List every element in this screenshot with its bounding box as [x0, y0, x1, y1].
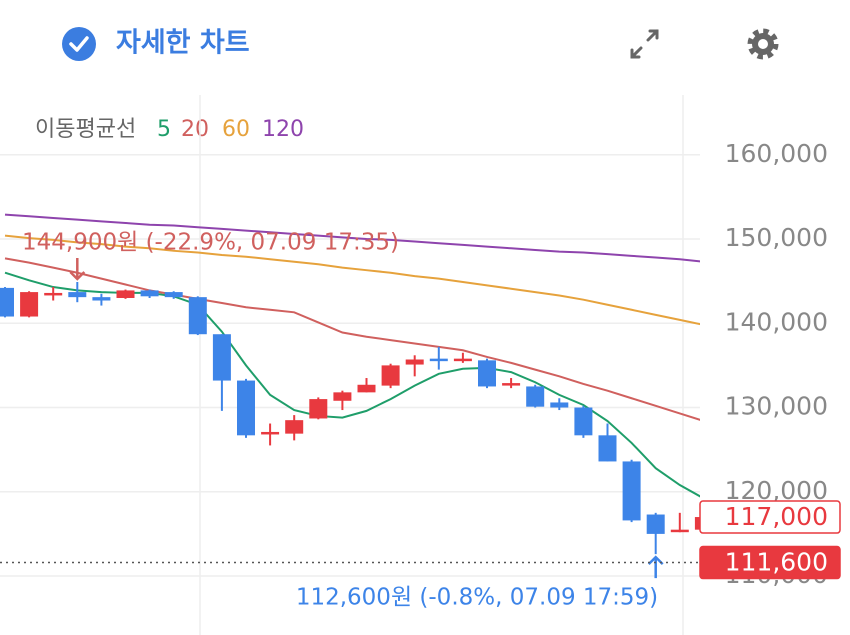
ma-line	[4, 234, 700, 326]
legend-entry: 20	[181, 117, 209, 142]
candle-body	[478, 360, 496, 387]
candle-body	[140, 290, 159, 297]
price-tag	[699, 500, 841, 534]
candle-body	[453, 358, 472, 362]
annotation-arrow	[69, 257, 86, 281]
candle-body	[598, 435, 617, 462]
candle-body	[68, 292, 87, 298]
title[interactable]: 자세한 차트	[116, 28, 250, 59]
annotation-label: 144,900원 (-22.9%, 07.09 17:35)	[22, 229, 399, 255]
candle-body	[116, 290, 135, 298]
candle-body	[188, 297, 207, 335]
legend: 이동평균선 5 20 60 120	[35, 117, 304, 142]
candle-body	[357, 384, 376, 393]
candle-body	[92, 297, 111, 301]
candle-body	[381, 365, 400, 386]
candle-body	[646, 514, 665, 534]
annotation-arrow	[647, 555, 664, 579]
candle-body	[0, 287, 14, 317]
candle-body	[429, 358, 448, 362]
y-tick-label: 120,000	[725, 476, 828, 505]
candle-body	[261, 431, 280, 435]
expand-icon[interactable]	[630, 29, 659, 59]
legend-entry: 120	[262, 117, 304, 142]
candle-body	[164, 292, 183, 298]
legend-entry: 60	[222, 117, 250, 142]
grid: 110,000120,000130,000140,000150,000160,0…	[0, 95, 828, 635]
candle-body	[285, 420, 304, 434]
candle-body	[502, 383, 521, 386]
candle-body	[20, 292, 39, 317]
settings-icon[interactable]	[747, 28, 779, 60]
y-tick-label: 150,000	[725, 223, 828, 252]
ma-line	[4, 213, 700, 263]
price-tag-label: 117,000	[725, 502, 828, 531]
annotation-label: 112,600원 (-0.8%, 07.09 17:59)	[296, 585, 658, 611]
plot	[0, 213, 700, 555]
check-icon	[62, 27, 96, 61]
ma-line	[4, 271, 700, 498]
candle-body	[405, 359, 424, 365]
legend-title: 이동평균선	[35, 117, 136, 142]
y-tick-label: 130,000	[725, 392, 828, 421]
ma-line	[4, 257, 700, 421]
candle-body	[574, 407, 593, 436]
y-tick-label: 140,000	[725, 307, 828, 336]
y-tick-label: 160,000	[725, 139, 828, 168]
candle-body	[44, 292, 63, 296]
candle-body	[309, 399, 328, 419]
overlay: 144,900원 (-22.9%, 07.09 17:35) 112,600원 (…	[0, 229, 841, 611]
candle-body	[237, 380, 255, 436]
candle-body	[694, 517, 700, 530]
candle-body	[212, 334, 231, 381]
price-tag	[699, 545, 841, 580]
legend-entry: 5	[157, 117, 171, 142]
candle-body	[333, 392, 352, 401]
price-tag-label: 111,600	[725, 548, 828, 577]
candle-body	[550, 402, 569, 408]
candle-body	[526, 386, 545, 407]
candle-body	[622, 461, 641, 521]
candle-body	[670, 529, 689, 533]
